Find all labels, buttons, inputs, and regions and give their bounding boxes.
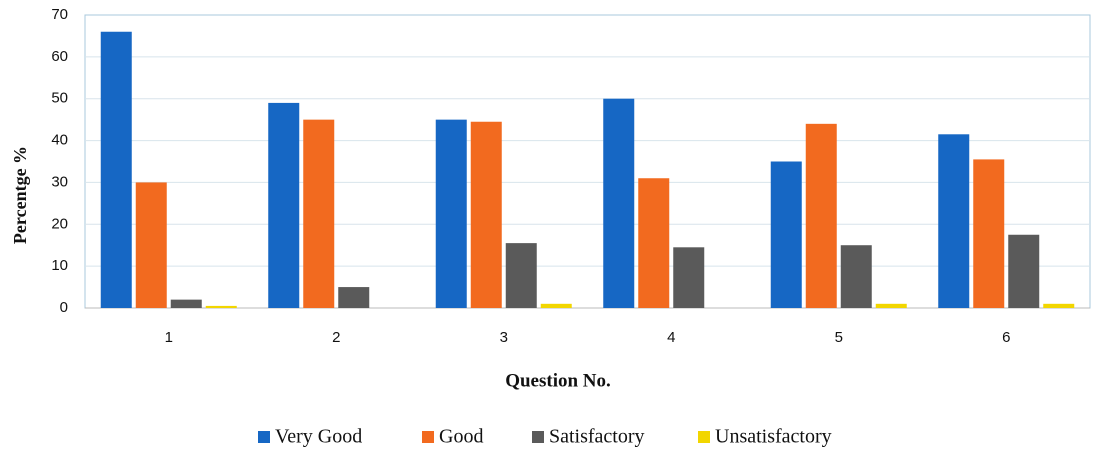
y-tick-label: 70	[51, 6, 68, 23]
bar	[268, 102, 300, 309]
x-tick-label: 2	[332, 329, 340, 346]
x-tick-label: 5	[835, 329, 843, 346]
y-axis-label: Percentge %	[10, 146, 30, 244]
y-tick-label: 60	[51, 48, 68, 65]
x-tick-label: 3	[500, 329, 508, 346]
bar	[770, 161, 802, 308]
bar	[505, 243, 537, 308]
x-tick-label: 6	[1002, 329, 1010, 346]
legend-swatch	[422, 431, 434, 443]
bar	[1043, 303, 1075, 308]
x-tick-label: 4	[667, 329, 675, 346]
bar	[303, 119, 335, 309]
bar	[338, 287, 370, 308]
y-tick-label: 0	[60, 299, 68, 316]
bar	[875, 303, 907, 308]
y-tick-label: 20	[51, 215, 68, 232]
bar	[1008, 234, 1040, 308]
bar	[805, 123, 837, 308]
legend-label: Satisfactory	[549, 426, 645, 448]
bar	[973, 159, 1005, 308]
legend-label: Very Good	[275, 426, 362, 448]
legend-swatch	[532, 431, 544, 443]
y-tick-label: 10	[51, 257, 68, 274]
y-tick-label: 40	[51, 132, 68, 149]
bar	[100, 31, 132, 308]
bar	[603, 98, 635, 308]
bar	[205, 305, 237, 308]
legend-label: Good	[439, 426, 483, 448]
bar	[638, 178, 670, 308]
bar	[938, 134, 970, 308]
bar	[135, 182, 167, 308]
x-tick-label: 1	[165, 329, 173, 346]
legend-swatch	[258, 431, 270, 443]
legend-swatch	[698, 431, 710, 443]
y-tick-label: 30	[51, 173, 68, 190]
bar	[470, 121, 502, 308]
bar	[673, 247, 705, 308]
y-tick-label: 50	[51, 90, 68, 107]
bar	[435, 119, 467, 309]
legend-label: Unsatisfactory	[715, 426, 832, 448]
bar	[540, 303, 572, 308]
x-axis-label: Question No.	[505, 370, 611, 391]
bar	[840, 245, 872, 308]
bar	[170, 299, 202, 308]
